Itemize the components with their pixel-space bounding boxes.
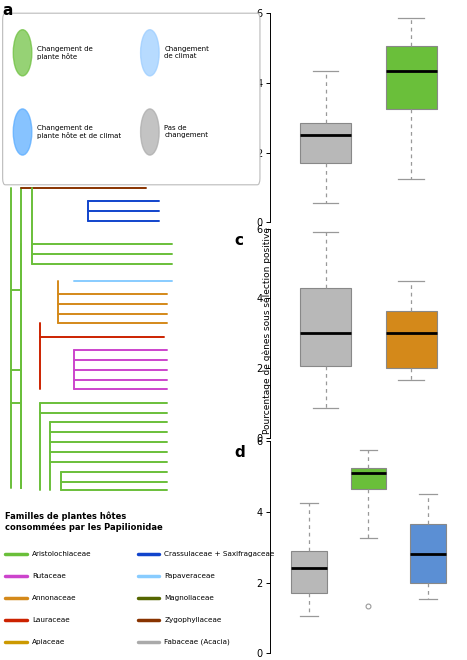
- FancyBboxPatch shape: [3, 13, 260, 185]
- Text: Crassulaceae + Saxifragaceae: Crassulaceae + Saxifragaceae: [164, 551, 275, 558]
- PathPatch shape: [300, 123, 351, 163]
- Text: Rutaceae: Rutaceae: [32, 573, 66, 579]
- Text: Changement de
plante hôte et de climat: Changement de plante hôte et de climat: [37, 125, 121, 139]
- Text: Pas de
changement: Pas de changement: [164, 125, 208, 139]
- Text: Magnoliaceae: Magnoliaceae: [164, 595, 214, 601]
- Circle shape: [141, 109, 159, 155]
- Text: Apiaceae: Apiaceae: [32, 638, 65, 645]
- PathPatch shape: [386, 311, 437, 368]
- Text: n.s.: n.s.: [359, 484, 378, 494]
- Text: Familles de plantes hôtes
consommées par les Papilionidae: Familles de plantes hôtes consommées par…: [5, 512, 163, 532]
- PathPatch shape: [300, 288, 351, 366]
- Text: **: **: [327, 572, 339, 585]
- Text: Lauraceae: Lauraceae: [32, 616, 70, 623]
- Text: c: c: [234, 233, 243, 248]
- Text: Papaveraceae: Papaveraceae: [164, 573, 215, 579]
- Text: Annonaceae: Annonaceae: [32, 595, 77, 601]
- Text: Zygophyllaceae: Zygophyllaceae: [164, 616, 222, 623]
- PathPatch shape: [291, 551, 326, 593]
- Text: d: d: [234, 446, 245, 460]
- PathPatch shape: [386, 46, 437, 109]
- Text: **: **: [362, 285, 375, 298]
- PathPatch shape: [351, 468, 386, 489]
- Text: b: b: [234, 17, 245, 32]
- Text: n.s.: n.s.: [403, 572, 421, 581]
- Circle shape: [13, 30, 32, 76]
- Text: Changement de
plante hôte: Changement de plante hôte: [37, 46, 93, 60]
- Text: Changement
de climat: Changement de climat: [164, 46, 209, 59]
- Circle shape: [13, 109, 32, 155]
- Text: a: a: [3, 3, 13, 18]
- PathPatch shape: [410, 524, 446, 583]
- Circle shape: [141, 30, 159, 76]
- Text: Pourcentage de gènes sous sélection positive: Pourcentage de gènes sous sélection posi…: [263, 226, 272, 434]
- Text: Aristolochiaceae: Aristolochiaceae: [32, 551, 92, 558]
- Text: Fabaceae (Acacia): Fabaceae (Acacia): [164, 638, 230, 645]
